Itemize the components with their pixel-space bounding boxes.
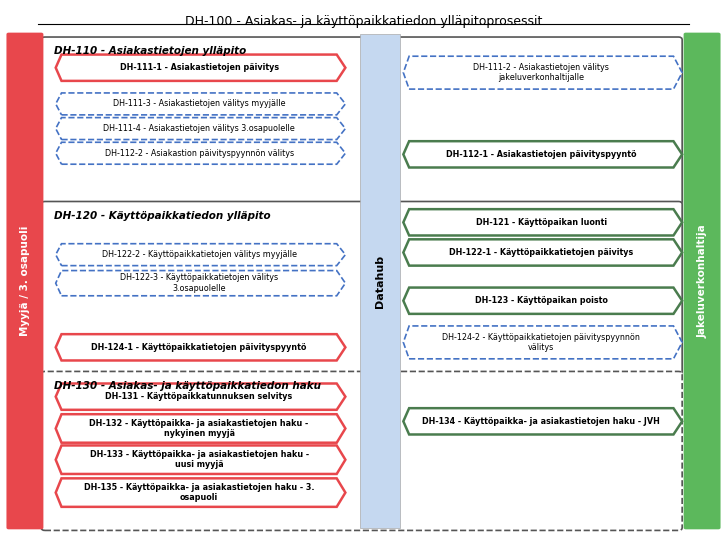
Text: DH-134 - Käyttöpaikka- ja asiakastietojen haku - JVH: DH-134 - Käyttöpaikka- ja asiakastietoje… [422, 417, 660, 426]
Text: DH-112-2 - Asiakastion päivityspyynnön välitys: DH-112-2 - Asiakastion päivityspyynnön v… [105, 149, 294, 158]
Polygon shape [56, 244, 345, 266]
Polygon shape [56, 414, 345, 442]
Text: Jakeluverkonhaltija: Jakeluverkonhaltija [697, 224, 707, 338]
Polygon shape [56, 93, 345, 115]
Polygon shape [56, 478, 345, 507]
Text: DH-111-1 - Asiakastietojen päivitys: DH-111-1 - Asiakastietojen päivitys [119, 63, 278, 72]
Polygon shape [403, 326, 682, 359]
Text: DH-135 - Käyttöpaikka- ja asiakastietojen haku - 3.
osapuoli: DH-135 - Käyttöpaikka- ja asiakastietoje… [84, 483, 314, 503]
Polygon shape [56, 383, 345, 410]
Polygon shape [403, 209, 682, 235]
Text: DH-120 - Käyttöpaikkatiedon ylläpito: DH-120 - Käyttöpaikkatiedon ylläpito [54, 211, 270, 221]
Polygon shape [403, 239, 682, 266]
Text: DH-124-2 - Käyttöpaikkatietojen päivityspyynnön
välitys: DH-124-2 - Käyttöpaikkatietojen päivitys… [442, 333, 640, 352]
Text: DH-133 - Käyttöpaikka- ja asiakastietojen haku -
uusi myyjä: DH-133 - Käyttöpaikka- ja asiakastietoje… [89, 450, 309, 469]
Polygon shape [403, 56, 682, 89]
Text: DH-111-3 - Asiakastietojen välitys myyjälle: DH-111-3 - Asiakastietojen välitys myyjä… [113, 99, 286, 109]
FancyBboxPatch shape [41, 371, 682, 531]
Text: DH-111-4 - Asiakastietojen välitys 3.osapuolelle: DH-111-4 - Asiakastietojen välitys 3.osa… [103, 124, 295, 133]
Polygon shape [56, 55, 345, 81]
Text: DH-110 - Asiakastietojen ylläpito: DH-110 - Asiakastietojen ylläpito [54, 46, 246, 56]
Text: Datahub: Datahub [375, 255, 385, 307]
Text: DH-132 - Käyttöpaikka- ja asiakastietojen haku -
nykyinen myyjä: DH-132 - Käyttöpaikka- ja asiakastietoje… [89, 419, 309, 438]
Text: DH-112-1 - Asiakastietojen päivityspyyntö: DH-112-1 - Asiakastietojen päivityspyynt… [446, 150, 637, 159]
Text: DH-130 - Asiakas- ja käyttöpaikkatiedon haku: DH-130 - Asiakas- ja käyttöpaikkatiedon … [54, 381, 321, 391]
Text: DH-122-1 - Käyttöpaikkatietojen päivitys: DH-122-1 - Käyttöpaikkatietojen päivitys [449, 248, 633, 257]
FancyBboxPatch shape [7, 33, 44, 530]
Text: DH-122-2 - Käyttöpaikkatietojen välitys myyjälle: DH-122-2 - Käyttöpaikkatietojen välitys … [102, 250, 297, 259]
Text: DH-123 - Käyttöpaikan poisto: DH-123 - Käyttöpaikan poisto [475, 296, 608, 305]
Polygon shape [56, 142, 345, 164]
FancyBboxPatch shape [683, 33, 720, 530]
Text: DH-131 - Käyttöpaikkatunnuksen selvitys: DH-131 - Käyttöpaikkatunnuksen selvitys [105, 392, 293, 401]
Text: DH-121 - Käyttöpaikan luonti: DH-121 - Käyttöpaikan luonti [475, 218, 607, 227]
FancyBboxPatch shape [360, 34, 400, 528]
Polygon shape [403, 408, 682, 435]
Text: DH-122-3 - Käyttöpaikkatietojen välitys
3.osapuolelle: DH-122-3 - Käyttöpaikkatietojen välitys … [120, 273, 278, 293]
Polygon shape [56, 445, 345, 474]
Text: DH-124-1 - Käyttöpaikkatietojen päivityspyyntö: DH-124-1 - Käyttöpaikkatietojen päivitys… [92, 343, 307, 352]
FancyBboxPatch shape [41, 202, 682, 374]
Polygon shape [56, 117, 345, 139]
Text: DH-100 - Asiakas- ja käyttöpaikkatiedon ylläpitoprosessit: DH-100 - Asiakas- ja käyttöpaikkatiedon … [185, 15, 542, 28]
Text: DH-111-2 - Asiakastietojen välitys
jakeluverkonhaltijalle: DH-111-2 - Asiakastietojen välitys jakel… [473, 63, 609, 82]
Polygon shape [403, 288, 682, 314]
Text: Myyjä / 3. osapuoli: Myyjä / 3. osapuoli [20, 226, 30, 336]
Polygon shape [56, 334, 345, 360]
FancyBboxPatch shape [41, 37, 682, 204]
Polygon shape [56, 271, 345, 296]
Polygon shape [403, 141, 682, 168]
